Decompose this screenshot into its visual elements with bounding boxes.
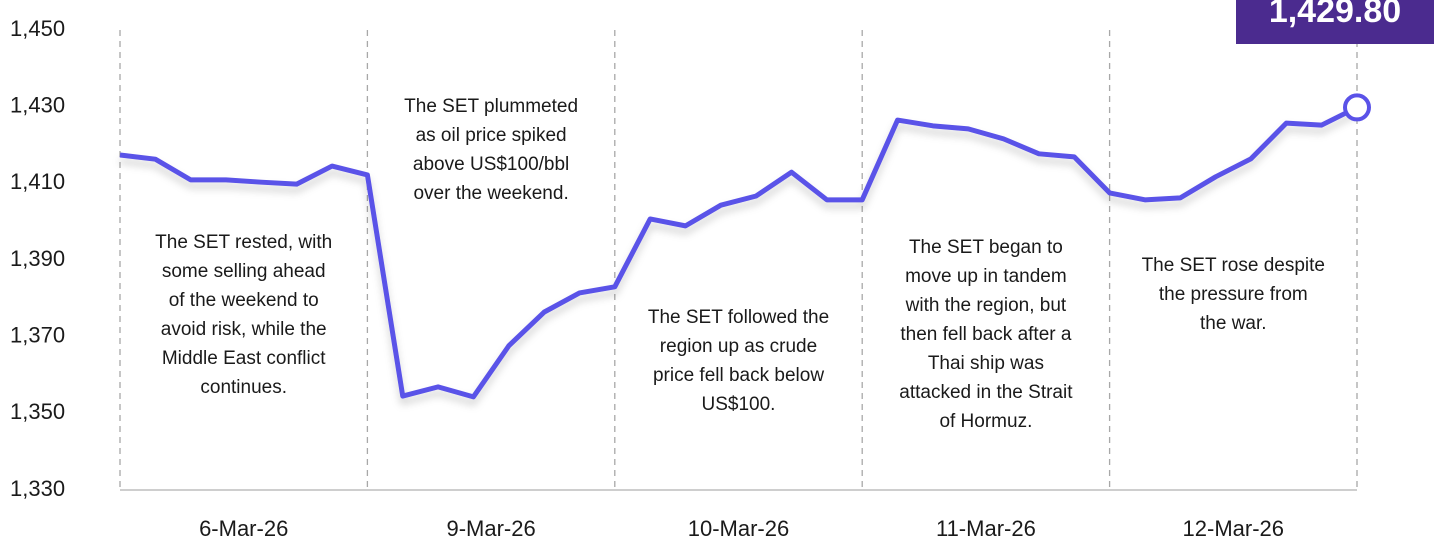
- x-tick-label: 12-Mar-26: [1183, 516, 1284, 541]
- annotation: of Hormuz.: [939, 411, 1032, 432]
- y-tick-label: 1,410: [10, 169, 65, 194]
- last-point-marker: [1343, 93, 1371, 122]
- annotation: price fell back below: [653, 365, 824, 386]
- y-tick-label: 1,330: [10, 476, 65, 501]
- y-tick-label: 1,390: [10, 246, 65, 271]
- annotation: avoid risk, while the: [161, 319, 327, 340]
- y-tick-label: 1,430: [10, 92, 65, 117]
- annotation: then fell back after a: [900, 324, 1072, 345]
- x-tick-label: 10-Mar-26: [688, 516, 789, 541]
- annotation: over the weekend.: [413, 183, 568, 204]
- y-tick-label: 1,450: [10, 16, 65, 41]
- annotation: with the region, but: [905, 295, 1067, 316]
- annotation: The SET rested, with: [155, 232, 332, 253]
- annotation: The SET began to: [909, 237, 1063, 258]
- x-tick-label: 9-Mar-26: [446, 516, 535, 541]
- annotation: some selling ahead: [162, 261, 326, 282]
- annotation: region up as crude: [660, 336, 817, 357]
- last-value-badge: [1236, 0, 1434, 44]
- annotation: the war.: [1200, 313, 1267, 334]
- annotation: above US$100/bbl: [413, 154, 569, 175]
- annotation: The SET followed the: [648, 307, 829, 328]
- y-tick-label: 1,370: [10, 322, 65, 347]
- annotation: the pressure from: [1159, 284, 1308, 305]
- annotation: The SET plummeted: [404, 96, 578, 117]
- y-tick-label: 1,350: [10, 399, 65, 424]
- annotation: attacked in the Strait: [899, 382, 1073, 403]
- annotation: Thai ship was: [928, 353, 1044, 374]
- x-tick-label: 6-Mar-26: [199, 516, 288, 541]
- series-line: [119, 105, 1359, 400]
- last-value-label: 1,429.80: [1269, 0, 1401, 30]
- annotation: move up in tandem: [905, 266, 1067, 287]
- x-tick-label: 11-Mar-26: [936, 516, 1036, 541]
- annotation: The SET rose despite: [1142, 255, 1325, 276]
- annotation: continues.: [200, 377, 287, 398]
- annotation: as oil price spiked: [416, 125, 567, 146]
- annotation: Middle East conflict: [162, 348, 326, 369]
- annotation: of the weekend to: [169, 290, 319, 311]
- annotation: US$100.: [702, 394, 776, 415]
